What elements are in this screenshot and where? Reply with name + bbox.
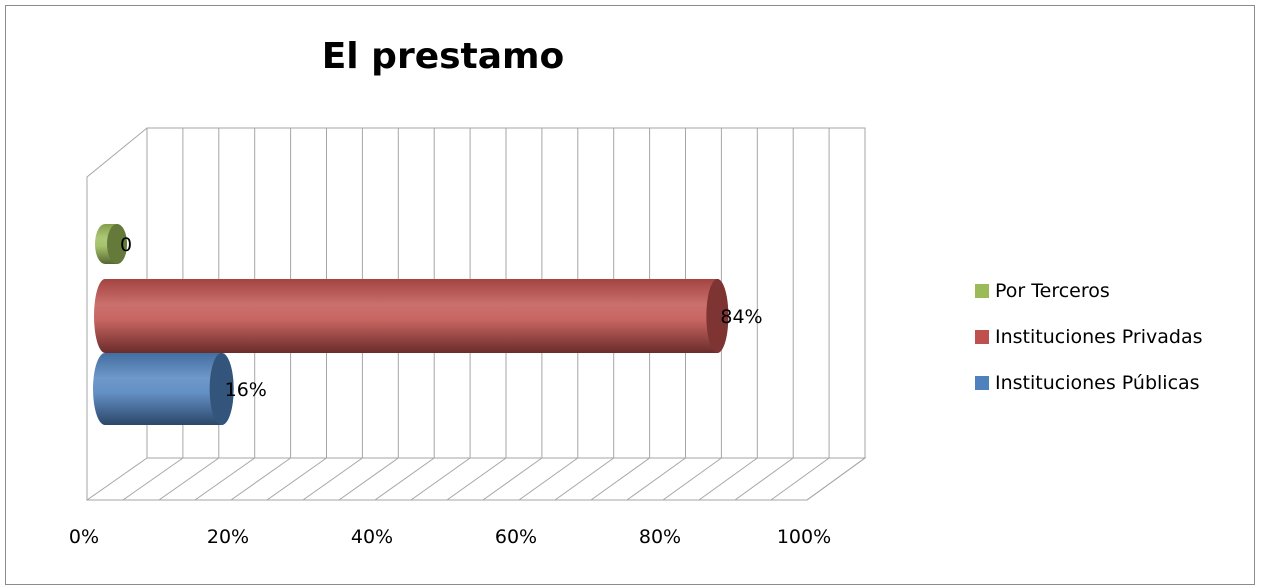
data-label: 16%	[225, 379, 267, 401]
gridline-floor	[626, 457, 686, 501]
gridline-floor	[158, 457, 220, 501]
bar-cap	[209, 353, 234, 425]
side-wall	[86, 127, 148, 501]
x-tick-label: 20%	[207, 526, 249, 548]
gridline-floor	[662, 457, 722, 501]
bar-instituciones-privadas	[94, 279, 729, 353]
gridline-floor	[374, 457, 435, 501]
x-tick-label: 60%	[495, 526, 537, 548]
gridline-floor	[698, 457, 758, 501]
gridline-floor	[554, 457, 614, 501]
gridline-floor	[734, 457, 794, 501]
legend-item: Instituciones Públicas	[975, 360, 1203, 406]
bar-por-terceros	[95, 224, 127, 264]
bar-body	[94, 279, 729, 353]
gridline-floor	[302, 457, 363, 501]
bar-instituciones-p-blicas	[93, 353, 234, 425]
gridline-floor	[590, 457, 650, 501]
bar-cap	[107, 224, 127, 264]
gridline-floor	[122, 457, 184, 501]
x-tick-label: 80%	[639, 526, 681, 548]
legend-item: Instituciones Privadas	[975, 314, 1203, 360]
gridline-floor	[446, 457, 507, 501]
x-tick-label: 0%	[69, 526, 99, 548]
bar-body	[93, 353, 234, 425]
legend-label: Por Terceros	[995, 280, 1110, 302]
legend-label: Instituciones Públicas	[995, 372, 1200, 394]
data-label: 84%	[720, 306, 762, 328]
chart-title: El prestamo	[321, 36, 565, 77]
gridline-floor	[518, 457, 579, 501]
legend-item: Por Terceros	[975, 268, 1203, 314]
bar-cap	[706, 279, 729, 353]
gridline-floor	[230, 457, 291, 501]
gridline-floor	[338, 457, 399, 501]
gridline-floor	[194, 457, 255, 501]
legend: Por Terceros Instituciones Privadas Instit…	[975, 268, 1203, 406]
x-tick-label: 40%	[351, 526, 393, 548]
x-tick-label: 100%	[777, 526, 831, 548]
legend-swatch	[975, 284, 989, 298]
gridline-floor	[410, 457, 471, 501]
legend-label: Instituciones Privadas	[995, 326, 1203, 348]
gridline-floor	[266, 457, 327, 501]
legend-swatch	[975, 376, 989, 390]
gridline-floor	[482, 457, 543, 501]
gridline-floor	[806, 457, 866, 501]
legend-swatch	[975, 330, 989, 344]
plot-area: 0% 20% 40% 60% 80% 100% 16% 84% 0	[69, 127, 867, 548]
data-label: 0	[120, 234, 132, 256]
gridline-floor	[770, 457, 830, 501]
